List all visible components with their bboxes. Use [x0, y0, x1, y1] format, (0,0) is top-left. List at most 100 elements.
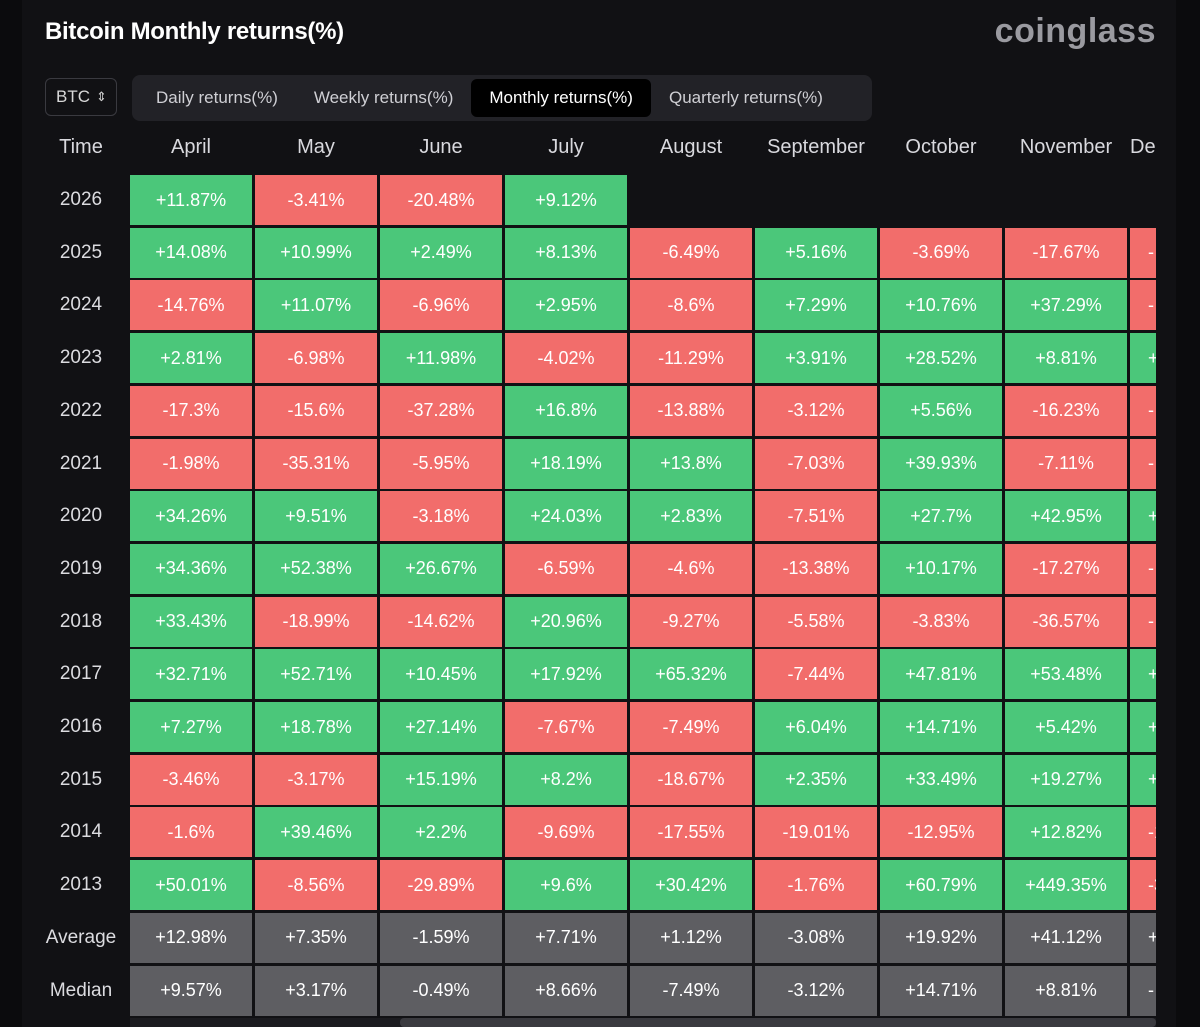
return-cell: + [1130, 702, 1156, 752]
return-cell: -3.83% [880, 596, 1002, 647]
returns-tabs: Daily returns(%) Weekly returns(%) Month… [132, 75, 872, 121]
return-cell: +47.81% [880, 649, 1002, 700]
return-cell: +28.52% [880, 333, 1002, 384]
tab-daily-returns[interactable]: Daily returns(%) [156, 88, 278, 107]
return-cell: - [1130, 596, 1156, 647]
return-cell: +9.51% [255, 491, 377, 542]
return-cell: -8.6% [630, 280, 752, 331]
return-cell: +30.42% [630, 860, 752, 911]
return-cell: +11.98% [380, 333, 502, 384]
return-cell: +34.36% [130, 543, 252, 594]
year-label: 2019 [59, 557, 103, 579]
return-cell: +10.99% [255, 227, 377, 278]
month-header: June [419, 136, 463, 158]
tab-quarterly-returns[interactable]: Quarterly returns(%) [668, 88, 823, 107]
return-cell: +32.71% [130, 649, 252, 700]
return-cell: +4 [1130, 491, 1156, 542]
tab-weekly-returns[interactable]: Weekly returns(%) [313, 88, 454, 107]
return-cell: +13.8% [630, 438, 752, 489]
month-header: September [767, 136, 865, 158]
return-cell: -37.28% [380, 385, 502, 436]
brand-logo: coinglass [994, 12, 1156, 50]
year-label: 2017 [59, 663, 103, 685]
return-cell: -17.67% [1005, 227, 1127, 278]
return-cell: +50.01% [130, 860, 252, 911]
return-cell: +2.83% [630, 491, 752, 542]
stat-cell: -7.49% [630, 965, 752, 1016]
return-cell: -3.12% [755, 385, 877, 436]
return-cell: -20.48% [380, 175, 502, 225]
return-cell: +1 [1130, 333, 1156, 384]
stat-cell: +19.92% [880, 912, 1002, 963]
stat-cell: -3.12% [755, 965, 877, 1016]
year-label: 2018 [59, 610, 103, 632]
return-cell: +10.76% [880, 280, 1002, 331]
return-cell: +26.67% [380, 543, 502, 594]
return-cell: -13.88% [630, 385, 752, 436]
return-cell: -4.02% [505, 333, 627, 384]
return-cell: +17.92% [505, 649, 627, 700]
return-cell: +8.81% [1005, 333, 1127, 384]
month-header: April [170, 136, 211, 158]
year-label: 2026 [59, 189, 103, 210]
return-cell: +6.04% [755, 702, 877, 752]
return-cell: +11.07% [255, 280, 377, 331]
return-cell: -17.27% [1005, 543, 1127, 594]
return-cell: +8.2% [505, 754, 627, 805]
stat-cell: -0.49% [380, 965, 502, 1016]
return-cell: -6.98% [255, 333, 377, 384]
return-cell: -9.69% [505, 807, 627, 858]
return-cell: -13.38% [755, 543, 877, 594]
return-cell: +5.42% [1005, 702, 1127, 752]
return-cell: -1.6% [130, 807, 252, 858]
year-label: 2025 [59, 241, 103, 263]
return-cell: -1.76% [755, 860, 877, 911]
return-cell: +27.14% [380, 702, 502, 752]
return-cell: +14.08% [130, 227, 252, 278]
return-cell: -5.58% [755, 596, 877, 647]
return-cell: +3.91% [755, 333, 877, 384]
return-cell: -18.67% [630, 754, 752, 805]
return-cell: +42.95% [1005, 491, 1127, 542]
stat-cell: +14.71% [880, 965, 1002, 1016]
stat-cell: +7.35% [255, 912, 377, 963]
return-cell: +53.48% [1005, 649, 1127, 700]
return-cell: -3.18% [380, 491, 502, 542]
return-cell: -6.59% [505, 543, 627, 594]
tab-monthly-returns[interactable]: Monthly returns(%) [471, 79, 651, 117]
return-cell: +18.78% [255, 702, 377, 752]
stat-cell: +8.81% [1005, 965, 1127, 1016]
return-cell: +27.7% [880, 491, 1002, 542]
return-cell: -16.23% [1005, 385, 1127, 436]
horizontal-scrollbar-thumb[interactable] [400, 1018, 1156, 1027]
return-cell: -11.29% [630, 333, 752, 384]
return-cell: -6.49% [630, 227, 752, 278]
coin-select[interactable]: BTC ⇕ [45, 78, 117, 116]
month-header: November [1019, 136, 1113, 158]
return-cell: +2.49% [380, 227, 502, 278]
return-cell: -9.27% [630, 596, 752, 647]
stat-cell: +8.66% [505, 965, 627, 1016]
return-cell: -17.3% [130, 385, 252, 436]
return-cell: -7.51% [755, 491, 877, 542]
return-cell: -12.95% [880, 807, 1002, 858]
return-cell: - [1130, 385, 1156, 436]
return-cell: +14.71% [880, 702, 1002, 752]
return-cell: +11.87% [130, 175, 252, 225]
return-cell: +37.29% [1005, 280, 1127, 331]
return-cell: +52.71% [255, 649, 377, 700]
return-cell: -3.69% [880, 227, 1002, 278]
return-cell: -4.6% [630, 543, 752, 594]
return-cell: -3.46% [130, 754, 252, 805]
return-cell: +12.82% [1005, 807, 1127, 858]
stat-row-label: Average [45, 926, 117, 948]
year-label: 2016 [59, 716, 103, 737]
return-cell: +8.13% [505, 227, 627, 278]
return-cell: -7.44% [755, 649, 877, 700]
return-cell: -17.55% [630, 807, 752, 858]
return-cell: - [1130, 438, 1156, 489]
year-label: 2020 [59, 505, 103, 527]
stat-row-label: Median [49, 979, 113, 1001]
return-cell: -3 [1130, 860, 1156, 911]
return-cell: +33.49% [880, 754, 1002, 805]
